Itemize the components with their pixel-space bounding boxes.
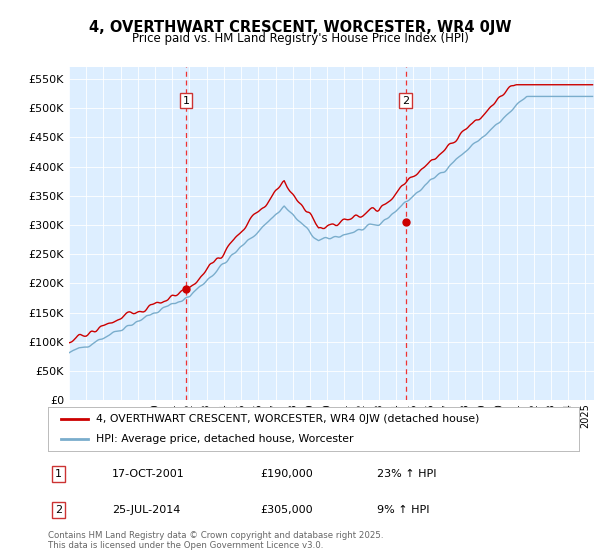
Text: 2: 2	[402, 96, 409, 105]
Text: £190,000: £190,000	[260, 469, 313, 479]
Text: Price paid vs. HM Land Registry's House Price Index (HPI): Price paid vs. HM Land Registry's House …	[131, 32, 469, 45]
Text: 2: 2	[55, 505, 62, 515]
Text: 4, OVERTHWART CRESCENT, WORCESTER, WR4 0JW (detached house): 4, OVERTHWART CRESCENT, WORCESTER, WR4 0…	[96, 414, 479, 424]
Text: Contains HM Land Registry data © Crown copyright and database right 2025.
This d: Contains HM Land Registry data © Crown c…	[48, 531, 383, 550]
Text: 1: 1	[182, 96, 190, 105]
Text: HPI: Average price, detached house, Worcester: HPI: Average price, detached house, Worc…	[96, 434, 353, 444]
Text: 1: 1	[55, 469, 62, 479]
Text: 25-JUL-2014: 25-JUL-2014	[112, 505, 180, 515]
Text: £305,000: £305,000	[260, 505, 313, 515]
Text: 17-OCT-2001: 17-OCT-2001	[112, 469, 184, 479]
Text: 23% ↑ HPI: 23% ↑ HPI	[377, 469, 437, 479]
Text: 9% ↑ HPI: 9% ↑ HPI	[377, 505, 430, 515]
Text: 4, OVERTHWART CRESCENT, WORCESTER, WR4 0JW: 4, OVERTHWART CRESCENT, WORCESTER, WR4 0…	[89, 20, 511, 35]
